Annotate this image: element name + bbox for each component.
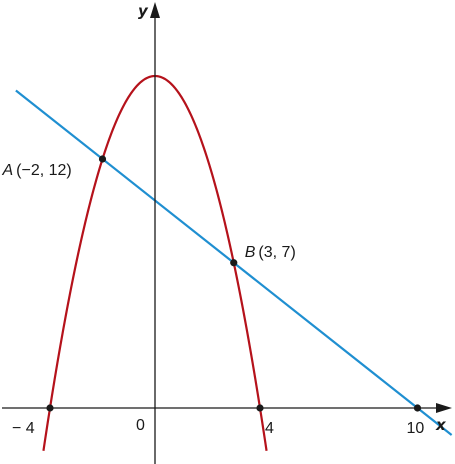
x-axis: x [2,403,452,434]
point-coords: (−2, 12) [16,162,72,179]
y-axis-label: y [138,2,149,20]
y-axis: y [138,2,160,464]
y-axis-arrow [150,2,160,18]
x-tick-label: 4 [265,420,274,437]
point-a-marker [98,155,107,163]
point-b-marker [230,259,238,267]
point-name: B [245,244,256,261]
intercept-marker [46,404,54,412]
x-tick-label: − 4 [12,420,35,437]
point-coords: (3, 7) [258,244,295,261]
x-axis-arrow [436,403,452,413]
point-b-label: B (3, 7) [245,244,296,261]
point-labels: A (−2, 12) B (3, 7) [2,162,296,261]
x-tick-labels: − 4 4 10 [12,420,424,437]
origin-label: 0 [136,417,145,434]
intercept-marker [256,404,264,412]
x-axis-label: x [435,416,447,434]
point-name: A [2,162,14,179]
x-tick-label: 10 [407,420,425,437]
points [46,155,422,412]
intercept-marker [413,404,422,412]
point-a-label: A (−2, 12) [2,162,72,179]
